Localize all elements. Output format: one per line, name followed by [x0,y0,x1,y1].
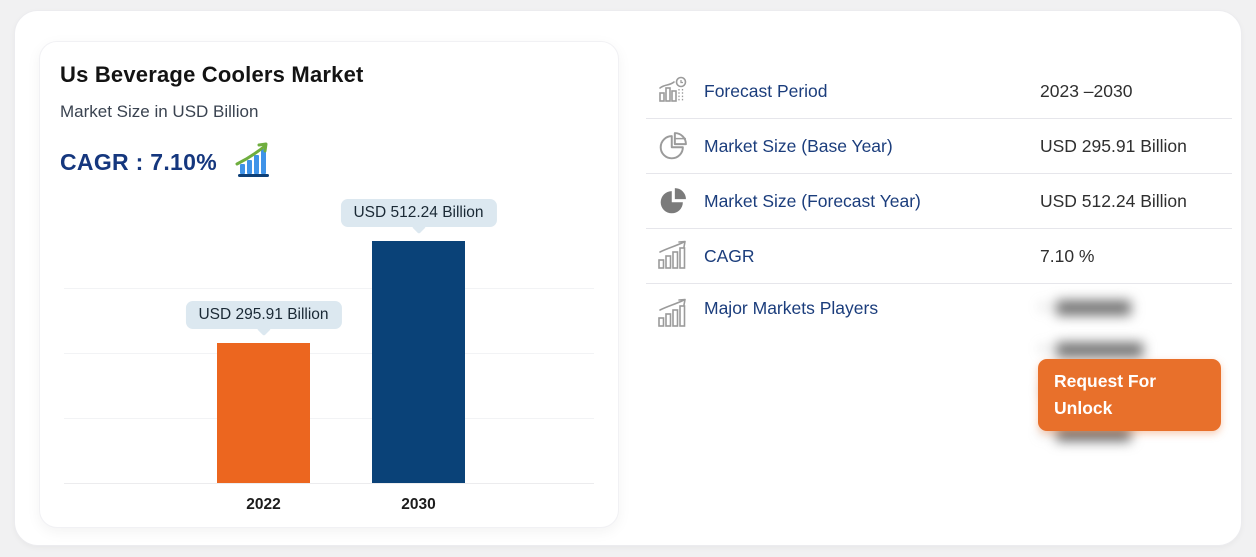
row-label: Forecast Period [704,80,828,101]
row-label: Major Markets Players [704,298,879,318]
bullet-icon: + [1040,298,1048,314]
bar-growth-icon [654,298,692,330]
row-label: Market Size (Base Year) [704,135,893,156]
pie-solid-icon [654,185,692,217]
chart-subtitle: Market Size in USD Billion [60,102,259,121]
row-market-size-base: Market Size (Base Year) USD 295.91 Billi… [646,119,1232,174]
cagr-value: CAGR : 7.10% [60,149,217,175]
growth-trend-icon [233,142,273,183]
row-value: USD 512.24 Billion [1040,190,1187,211]
row-major-market-players: Major Markets Players + ▆▆▆▆▆▆ + ▆▆▆▆▆▆▆… [646,284,1232,484]
unlock-button-line1: Request For [1054,371,1157,391]
locked-player-text: ▆▆▆▆▆▆▆ [1056,340,1143,357]
gridline [64,288,594,289]
bullet-icon: + [1040,340,1048,356]
row-label: Market Size (Forecast Year) [704,190,921,211]
bullet-icon: + [1040,424,1048,440]
bar-growth-icon [654,240,692,272]
row-label: CAGR [704,245,755,266]
x-tick-2030: 2030 [401,496,436,513]
bar-chart-plot: USD 295.91 Billion 2022 USD 512.24 Billi… [40,192,618,513]
market-info-panel: Forecast Period 2023 –2030 Market Size (… [646,64,1232,484]
bar-2030 [372,241,465,483]
x-tick-2022: 2022 [246,496,281,513]
gridline [64,353,594,354]
locked-player-item: + ▆▆▆▆▆▆ [1040,294,1143,318]
cagr-row: CAGR : 7.10% [60,142,273,183]
gridline [64,418,594,419]
market-chart-card: Us Beverage Coolers Market Market Size i… [39,41,619,528]
forecast-chart-icon [654,75,692,107]
report-card: Us Beverage Coolers Market Market Size i… [14,10,1242,546]
row-forecast-period: Forecast Period 2023 –2030 [646,64,1232,119]
locked-player-item: + ▆▆▆▆▆▆▆ [1040,336,1143,360]
pie-outline-icon [654,130,692,162]
bar-value-label-2022: USD 295.91 Billion [185,301,342,329]
page-title: Us Beverage Coolers Market [60,62,364,87]
x-axis-baseline [64,483,594,484]
bar-value-label-2030: USD 512.24 Billion [340,199,497,227]
request-for-unlock-button[interactable]: Request For Unlock [1038,359,1221,432]
row-value: 7.10 % [1040,245,1095,266]
row-market-size-forecast: Market Size (Forecast Year) USD 512.24 B… [646,174,1232,229]
bar-2022 [217,343,310,483]
row-cagr: CAGR 7.10 % [646,229,1232,284]
unlock-button-line2: Unlock [1054,398,1113,419]
locked-player-text: ▆▆▆▆▆▆ [1056,298,1131,315]
row-value: USD 295.91 Billion [1040,135,1187,156]
row-value: 2023 –2030 [1040,80,1133,101]
